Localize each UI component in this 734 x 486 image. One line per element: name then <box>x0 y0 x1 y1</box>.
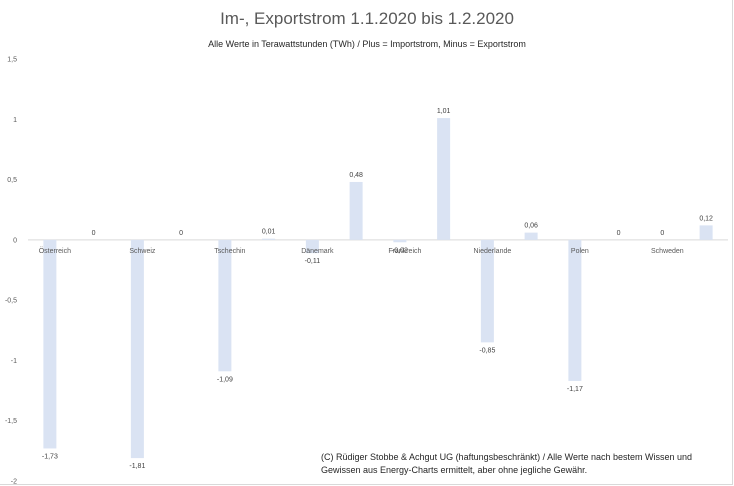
data-label: -0,11 <box>305 258 321 265</box>
bar <box>480 239 494 343</box>
y-tick-label: -1 <box>11 358 17 365</box>
data-label: -1,17 <box>567 386 583 393</box>
data-label: 0,12 <box>699 215 713 222</box>
data-label: -0,02 <box>392 247 408 254</box>
data-label: 0 <box>617 230 621 237</box>
data-label: 0 <box>660 230 664 237</box>
bar <box>43 239 57 449</box>
data-label: -1,09 <box>217 376 233 383</box>
data-label: 1,01 <box>437 108 451 115</box>
bar <box>568 239 582 381</box>
bar <box>393 239 407 243</box>
y-tick-label: -2 <box>11 479 17 486</box>
y-tick-label: -0,5 <box>5 298 17 305</box>
data-label: 0 <box>92 230 96 237</box>
data-label: -1,73 <box>42 453 58 460</box>
bar <box>349 181 363 240</box>
bar <box>218 239 232 372</box>
copyright-note-line-1: (C) Rüdiger Stobbe & Achgut UG (haftungs… <box>321 452 693 462</box>
data-label: 0,01 <box>262 229 276 236</box>
data-label: 0 <box>179 230 183 237</box>
bar <box>524 232 538 240</box>
chart-subtitle: Alle Werte in Terawattstunden (TWh) / Pl… <box>208 39 526 49</box>
copyright-note-line-2: Gewissen aus Energy-Charts ermittelt, ab… <box>321 465 588 475</box>
y-tick-label: 1 <box>13 117 17 124</box>
data-label: 0,48 <box>349 172 363 179</box>
bar <box>130 239 144 459</box>
data-label: -0,85 <box>479 347 495 354</box>
chart-title: Im-, Exportstrom 1.1.2020 bis 1.2.2020 <box>220 9 514 28</box>
category-label: Niederlande <box>474 248 512 255</box>
category-label: Dänemark <box>301 248 334 255</box>
category-label: Schweden <box>651 248 684 255</box>
category-label: Österreich <box>39 247 71 255</box>
category-label: Polen <box>571 248 589 255</box>
y-tick-label: 0,5 <box>7 177 17 184</box>
y-tick-label: 1,5 <box>7 57 17 64</box>
bar <box>699 225 713 240</box>
data-label: 0,06 <box>524 223 538 230</box>
data-label: -1,81 <box>129 463 145 470</box>
category-label: Schweiz <box>129 248 156 255</box>
bar <box>437 118 451 240</box>
copyright-note: (C) Rüdiger Stobbe & Achgut UG (haftungs… <box>321 451 721 477</box>
y-tick-label: -1,5 <box>5 418 17 425</box>
category-label: Frankreich <box>388 248 421 255</box>
bar <box>305 239 319 254</box>
category-label: Tschechin <box>214 248 245 255</box>
bar <box>262 238 276 240</box>
y-tick-label: 0 <box>13 237 17 244</box>
